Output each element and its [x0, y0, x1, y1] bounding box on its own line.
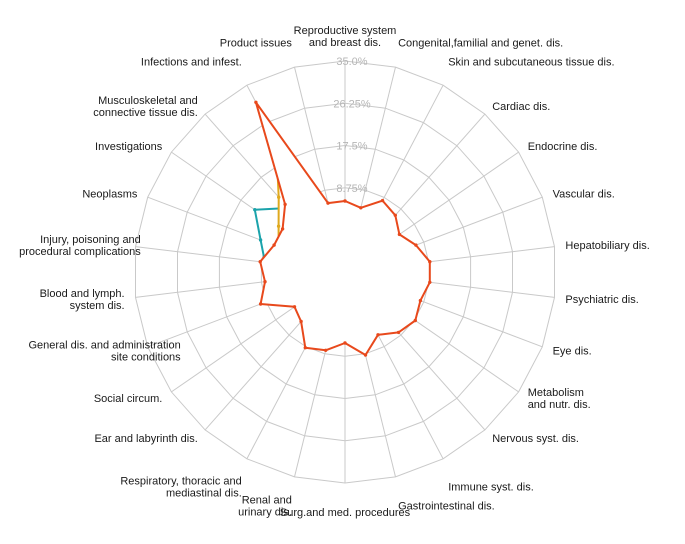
radar-point-red	[393, 213, 397, 217]
axis-label: Renal and urinary dis.	[238, 495, 292, 519]
axis-label: Ear and labyrinth dis.	[94, 433, 197, 445]
radar-point-red	[396, 330, 401, 335]
radar-point-red	[326, 201, 330, 205]
axis-label: Skin and subcutaneous tissue dis.	[448, 56, 614, 68]
axis-label: Social circum.	[94, 393, 162, 405]
radar-point-teal	[258, 238, 263, 242]
radar-point-red	[258, 260, 262, 264]
radar-point-red	[272, 243, 276, 247]
radar-point-red	[363, 353, 368, 357]
radar-point-red	[376, 333, 380, 337]
radar-point-red	[299, 319, 303, 324]
radar-point-red	[283, 202, 287, 207]
radar-point-red	[263, 280, 267, 284]
axis-label: Reproductive system and breast dis.	[294, 25, 397, 49]
ring-label: 8.75%	[336, 183, 367, 195]
radar-point-red	[380, 198, 385, 203]
radar-point-red	[280, 227, 285, 231]
radar-point-red	[428, 280, 432, 284]
axis-label: Respiratory, thoracic and mediastinal dis…	[120, 476, 241, 500]
axis-label: Neoplasms	[82, 188, 138, 200]
radar-point-yellow	[277, 195, 281, 199]
axis-label: Injury, poisoning and procedural complica…	[19, 234, 141, 258]
axis-label: Musculoskeletal and connective tissue dis…	[93, 95, 198, 119]
radar-point-red	[254, 100, 258, 105]
radar-grid-ring	[177, 102, 513, 442]
axis-label: Infections and infest.	[141, 56, 242, 68]
radar-point-red	[343, 341, 347, 345]
radar-point-teal	[253, 208, 257, 212]
ring-label: 17.5%	[336, 141, 367, 153]
ring-label: 35.0%	[336, 56, 367, 68]
axis-label: General dis. and administration site cond…	[28, 340, 181, 364]
radar-grid-ring	[135, 60, 555, 484]
axis-label: Nervous syst. dis.	[492, 433, 579, 445]
axis-label: Metabolism and nutr. dis.	[528, 387, 591, 411]
axis-label: Immune syst. dis.	[448, 482, 534, 494]
axis-label: Congenital,familial and genet. dis.	[398, 38, 563, 50]
radar-point-red	[428, 260, 432, 264]
radar-point-yellow	[276, 224, 281, 228]
axis-label: Blood and lymph. system dis.	[40, 288, 125, 312]
axis-label: Product issues	[220, 38, 293, 50]
axis-label: Surg.and med. procedures	[280, 507, 411, 519]
axis-label: Hepatobiliary dis.	[565, 240, 649, 252]
radar-point-red	[418, 298, 423, 303]
radar-point-red	[292, 305, 297, 309]
radar-point-red	[343, 199, 347, 203]
radar-point-red	[413, 318, 417, 323]
radar-point-red	[414, 243, 418, 247]
axis-label: Investigations	[95, 141, 163, 153]
radar-point-red	[397, 232, 402, 237]
radar-point-red	[258, 302, 263, 306]
radar-point-red	[359, 206, 363, 210]
axis-label: Psychiatric dis.	[565, 294, 638, 306]
radar-point-red	[324, 348, 328, 352]
axis-label: Gastrointestinal dis.	[398, 501, 495, 513]
axis-label: Endocrine dis.	[528, 141, 598, 153]
radar-grid-ring	[218, 144, 472, 400]
axis-label: Cardiac dis.	[492, 101, 550, 113]
axis-label: Eye dis.	[553, 346, 592, 358]
axis-label: Vascular dis.	[553, 188, 615, 200]
ring-label: 26.25%	[333, 98, 371, 110]
radar-point-red	[303, 346, 307, 350]
